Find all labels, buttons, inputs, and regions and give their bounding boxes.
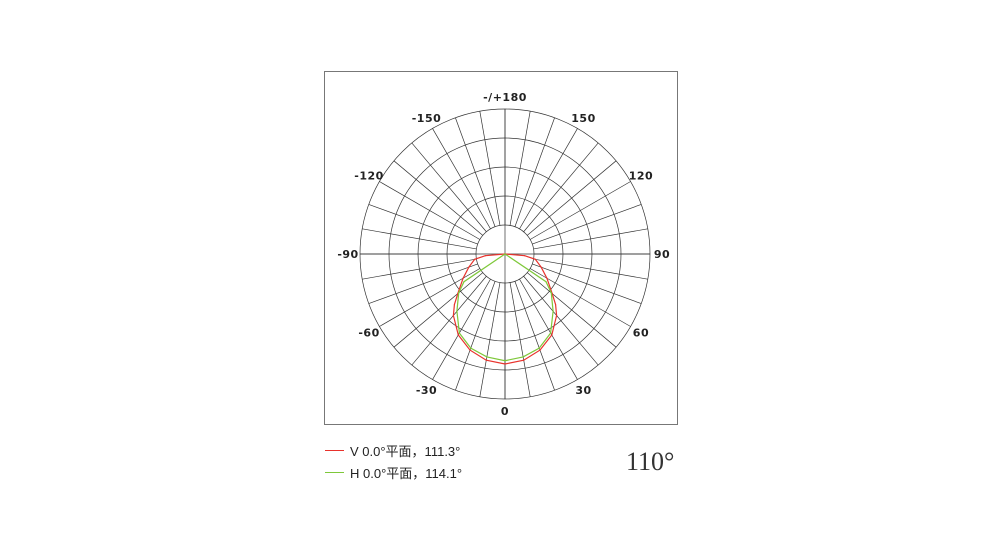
- beam-angle-annotation: 110°: [626, 447, 675, 476]
- grid-spoke: [519, 278, 578, 380]
- grid-spoke: [526, 160, 617, 236]
- angle-tick-label: -120: [354, 170, 384, 183]
- grid-spoke: [532, 263, 642, 304]
- series-point-1: [550, 292, 552, 294]
- legend-swatch-h: [325, 472, 344, 473]
- grid-spoke: [519, 128, 578, 230]
- series-point-0: [551, 334, 553, 336]
- chart-frame: [324, 71, 678, 425]
- grid-spoke: [393, 160, 484, 236]
- grid-spoke: [529, 181, 631, 240]
- grid-spoke: [514, 281, 555, 391]
- legend-swatch-v: [325, 450, 344, 451]
- grid-spoke: [393, 272, 484, 348]
- series-point-1: [456, 310, 458, 312]
- series-point-1: [545, 281, 547, 283]
- series-point-0: [534, 258, 536, 260]
- grid-spoke: [411, 275, 487, 366]
- grid-spoke: [529, 268, 631, 327]
- angle-tick-label: -60: [358, 327, 379, 340]
- series-point-1: [550, 332, 552, 334]
- series-point-0: [523, 359, 525, 361]
- angle-tick-label: 150: [571, 112, 595, 125]
- series-point-1: [552, 310, 554, 312]
- series-point-0: [504, 363, 506, 365]
- series-point-1: [538, 347, 540, 349]
- series-point-1: [458, 292, 460, 294]
- grid-spoke: [432, 128, 491, 230]
- series-point-0: [462, 277, 464, 279]
- grid-spoke: [533, 228, 648, 250]
- angle-tick-label: 0: [501, 405, 509, 418]
- grid-spoke: [379, 268, 481, 327]
- grid-spoke: [509, 111, 531, 226]
- grid-spoke: [368, 263, 478, 304]
- legend-label-v: V 0.0°平面，111.3°: [350, 444, 461, 459]
- series-point-1: [504, 360, 506, 362]
- grid-spoke: [411, 142, 487, 233]
- series-point-1: [463, 281, 465, 283]
- angle-tick-labels: 0 30 60 90 120 150 -/+180 -150 -120 -90 -60 -30: [337, 91, 670, 418]
- angle-tick-label: 60: [633, 327, 649, 340]
- series-point-1: [486, 356, 488, 358]
- series-point-1: [470, 347, 472, 349]
- legend-item-v: V 0.0°平面，111.3°: [325, 441, 460, 460]
- series-point-0: [540, 266, 542, 268]
- legend-label-h: H 0.0°平面，114.1°: [350, 466, 463, 481]
- series-point-0: [539, 349, 541, 351]
- series-point-0: [554, 303, 557, 306]
- series-point-0: [485, 359, 487, 361]
- grid-spoke: [479, 282, 501, 397]
- series-curves: [452, 253, 558, 365]
- grid-spoke: [532, 204, 642, 245]
- series-point-0: [474, 258, 476, 260]
- series-point-1: [504, 253, 506, 255]
- angle-tick-label: -90: [337, 248, 358, 261]
- angle-tick-label: 30: [575, 384, 591, 397]
- grid-spoke: [509, 282, 531, 397]
- grid-spoke: [523, 142, 599, 233]
- series-point-1: [458, 332, 460, 334]
- series-point-0: [469, 349, 471, 351]
- series-point-0: [524, 255, 526, 257]
- series-point-0: [556, 314, 558, 317]
- angle-tick-label: 90: [654, 248, 670, 261]
- grid-spoke: [379, 181, 481, 240]
- grid-spoke: [455, 281, 496, 391]
- angle-tick-label: 120: [629, 170, 653, 183]
- series-point-0: [452, 314, 454, 317]
- legend-item-h: H 0.0°平面，114.1°: [325, 463, 462, 482]
- angle-tick-label: -150: [412, 112, 442, 125]
- grid-spoke: [362, 258, 477, 280]
- grid-spoke: [479, 111, 501, 226]
- angle-tick-label: -/+180: [483, 91, 527, 104]
- grid-spoke: [455, 117, 496, 227]
- grid-spoke: [368, 204, 478, 245]
- series-point-0: [546, 277, 548, 279]
- angle-tick-label: -30: [416, 384, 437, 397]
- grid-spoke: [523, 275, 599, 366]
- grid-spoke: [533, 258, 648, 280]
- series-point-1: [522, 356, 524, 358]
- polar-grid: [359, 108, 651, 400]
- series-point-0: [484, 255, 486, 257]
- series-point-0: [453, 303, 456, 306]
- grid-spoke: [362, 228, 477, 250]
- grid-spoke: [432, 278, 491, 380]
- series-point-0: [457, 334, 459, 336]
- series-point-0: [468, 266, 470, 268]
- grid-spoke: [526, 272, 617, 348]
- grid-spoke: [514, 117, 555, 227]
